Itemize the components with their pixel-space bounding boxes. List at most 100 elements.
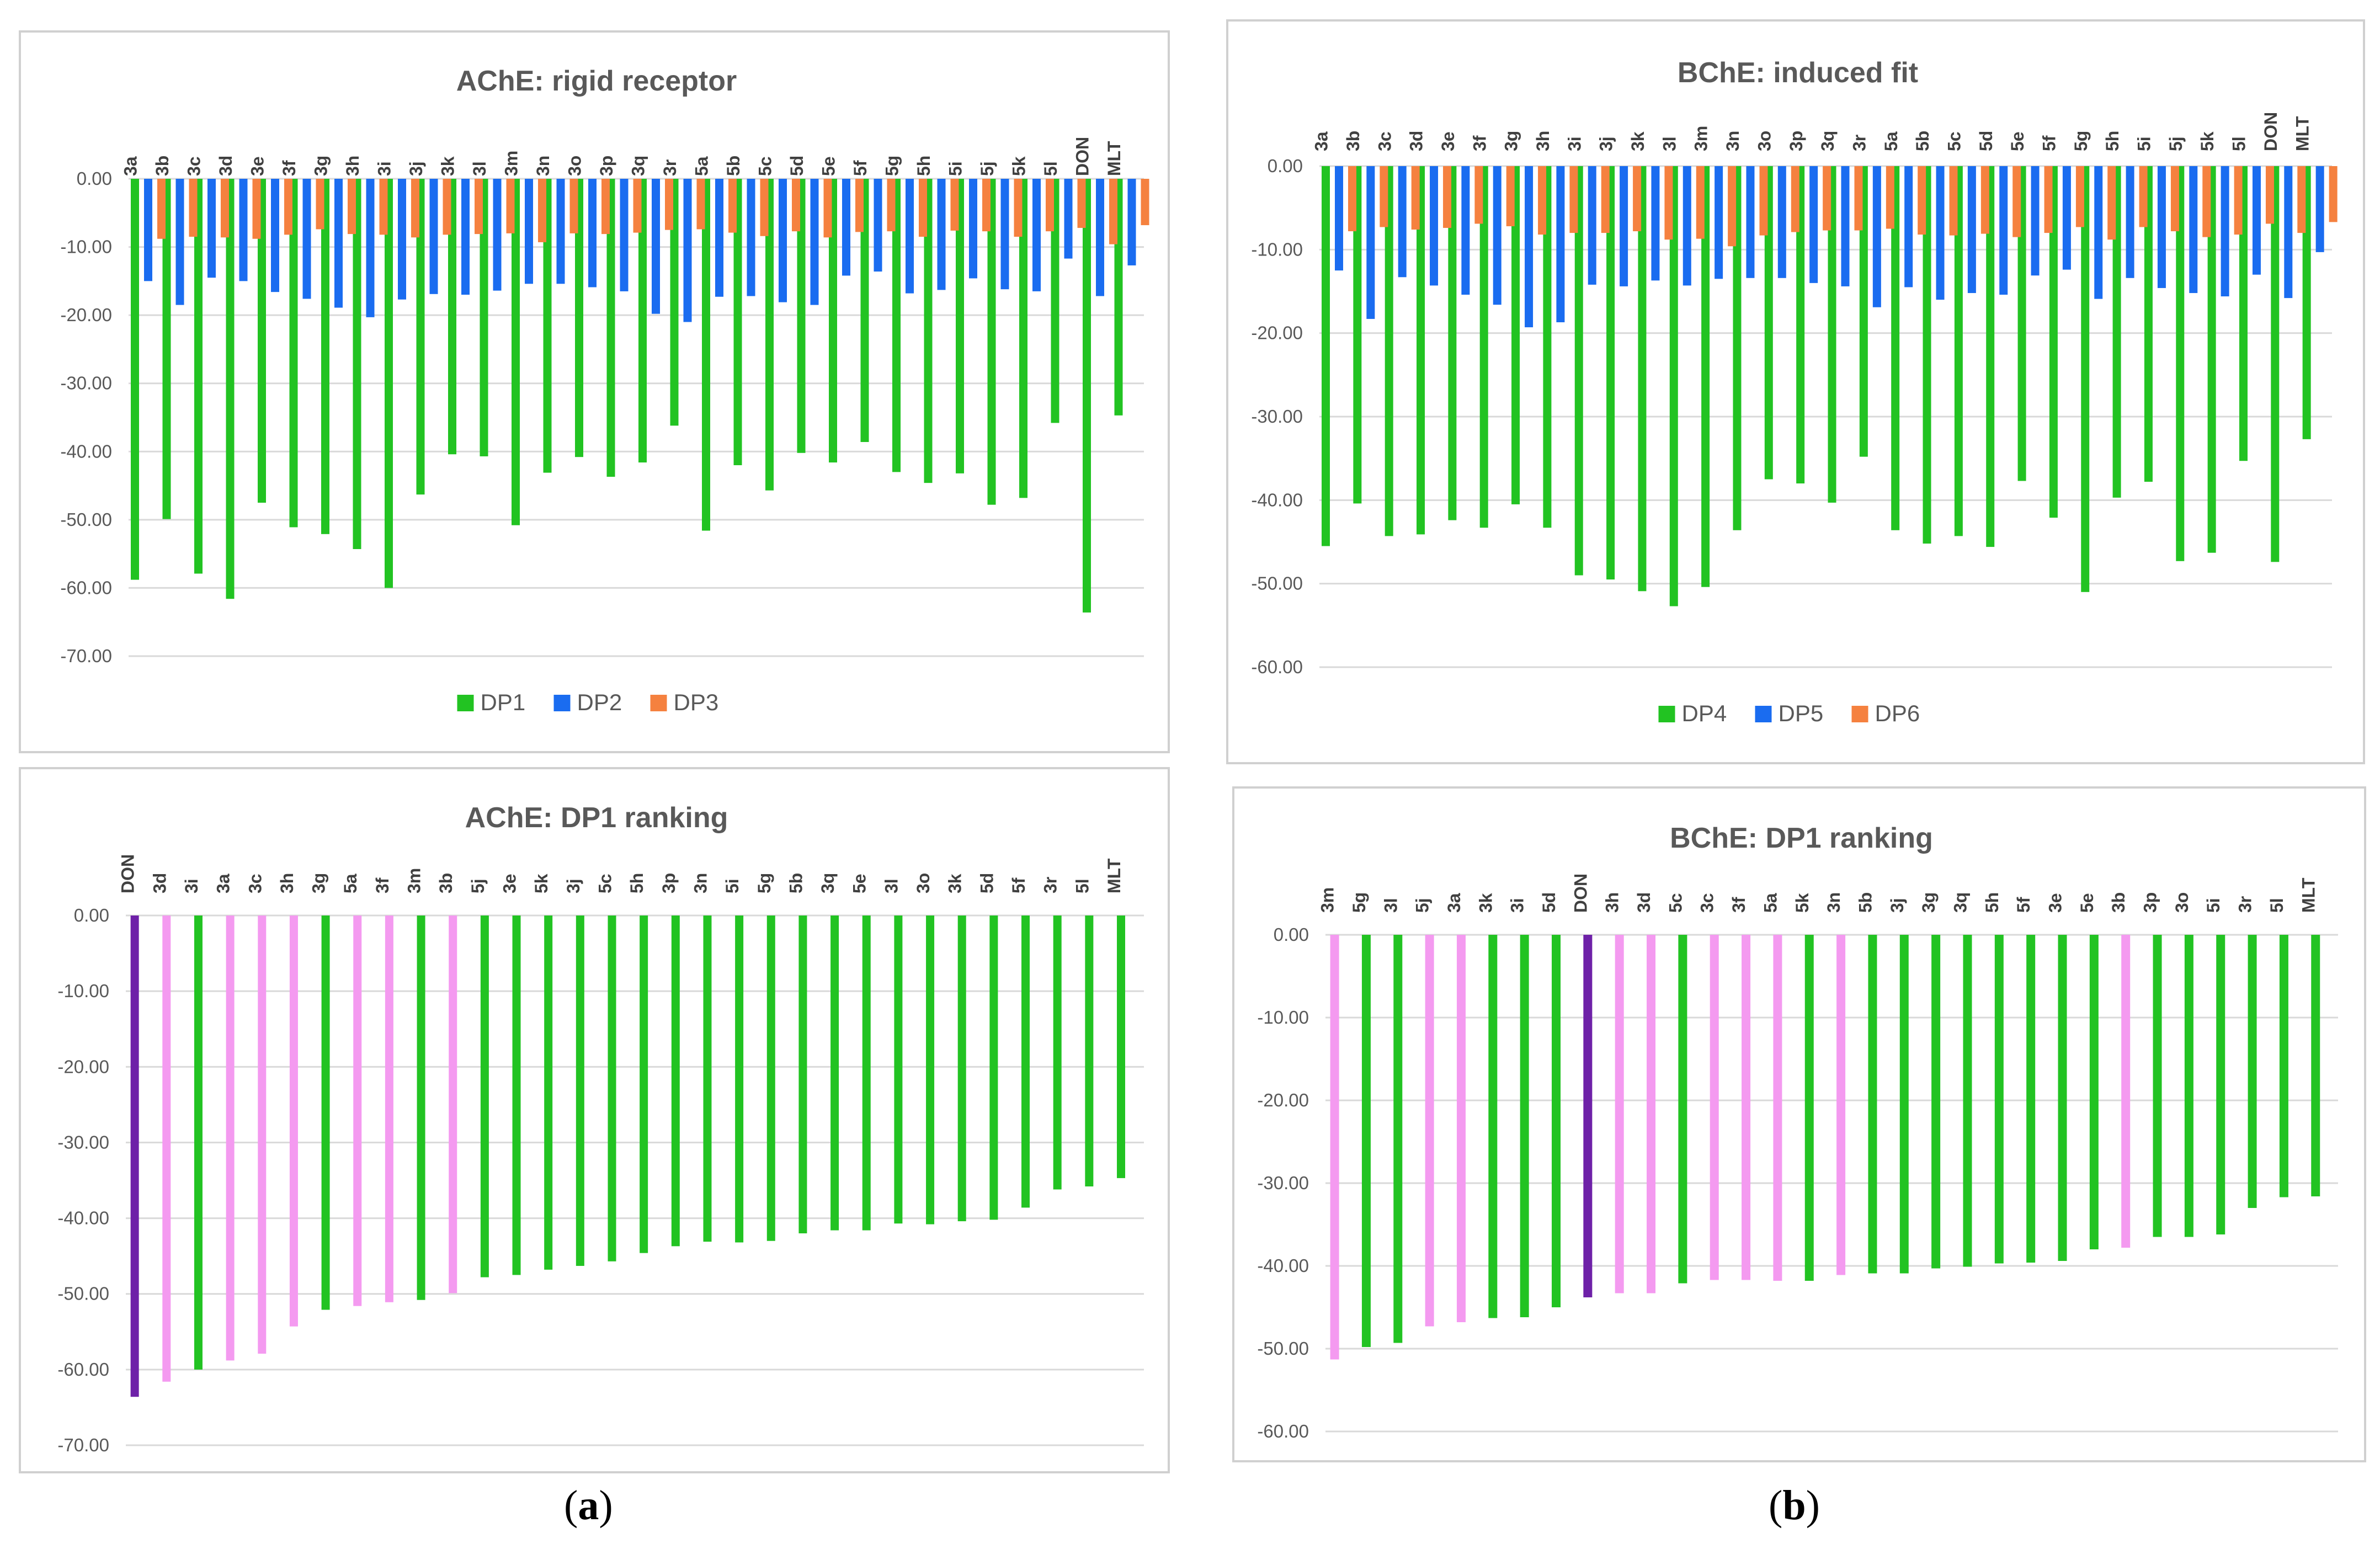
bar-dp4	[2144, 166, 2153, 482]
y-tick-label: -40.00	[57, 1208, 109, 1228]
category-label: 5c	[595, 874, 615, 893]
bar-dp4	[1733, 166, 1742, 530]
bar-dp3	[284, 179, 292, 235]
category-label: 3i	[1564, 136, 1584, 151]
bar-dp4	[2049, 166, 2058, 518]
bar-dp3	[1046, 179, 1054, 232]
category-label: 5k	[531, 874, 551, 893]
bar-dp5	[2221, 166, 2229, 297]
bar-bche-ranking	[2121, 935, 2131, 1248]
bar-dp3	[1077, 179, 1086, 228]
category-label: 3g	[311, 156, 331, 176]
category-label: 5g	[1349, 892, 1369, 913]
bar-bche-ranking	[1425, 935, 1434, 1327]
category-label: 5c	[1944, 131, 1964, 151]
bar-dp4	[1385, 166, 1393, 536]
category-label: 3r	[2235, 896, 2255, 913]
bar-bche-ranking	[1393, 935, 1403, 1343]
category-label: 3o	[913, 873, 933, 893]
category-label: 3r	[660, 159, 680, 176]
category-label: 3o	[1754, 131, 1774, 151]
category-label: 3p	[2141, 892, 2160, 913]
bar-dp4	[2239, 166, 2248, 461]
bar-bche-ranking	[2248, 935, 2257, 1208]
category-label: 5a	[1881, 131, 1901, 151]
bar-bche-ranking	[2311, 935, 2320, 1196]
y-tick-label: -50.00	[1251, 573, 1303, 594]
bar-bche-ranking	[1710, 935, 1719, 1280]
category-label: MLT	[1104, 141, 1124, 176]
bar-dp2	[493, 179, 502, 291]
bar-dp1	[448, 179, 456, 455]
bar-dp6	[2075, 166, 2084, 227]
panel-bche-ranking: BChE: DP1 ranking 0.00 -10.00 -20.00 -30.00 -…	[1232, 786, 2366, 1462]
bar-dp3	[443, 179, 451, 235]
category-label: 5l	[1072, 879, 1092, 893]
bar-ache-ranking	[926, 915, 935, 1225]
bar-ache-ranking	[608, 915, 616, 1261]
category-label: 3a	[121, 156, 141, 176]
bar-dp1	[1051, 179, 1059, 423]
bar-bche-ranking	[1963, 935, 1972, 1267]
bar-dp5	[1746, 166, 1755, 278]
category-label: 5l	[2229, 136, 2249, 151]
bar-dp1	[956, 179, 964, 473]
category-label: 3m	[1691, 126, 1711, 151]
bar-dp1	[670, 179, 679, 426]
category-label: 3b	[2109, 892, 2128, 913]
bar-dp1	[226, 179, 235, 599]
category-label: DON	[1570, 874, 1590, 913]
bar-dp2	[715, 179, 723, 297]
bar-dp4	[2081, 166, 2090, 592]
bar-bche-ranking	[1615, 935, 1624, 1294]
category-label: 5a	[1760, 893, 1780, 913]
bar-dp5	[1904, 166, 1913, 288]
category-label: 3b	[436, 873, 456, 893]
category-label: 3f	[372, 877, 392, 893]
category-label: 5f	[850, 160, 870, 176]
category-label: 3e	[2046, 893, 2065, 913]
category-label: 3g	[1502, 131, 1521, 151]
category-label: 3n	[1824, 892, 1844, 913]
bar-dp1	[987, 179, 996, 505]
y-tick-label: 0.00	[1268, 156, 1303, 176]
category-label: MLT	[2292, 116, 2312, 151]
bar-dp6	[2107, 166, 2116, 240]
bar-dp3	[792, 179, 800, 232]
bar-dp3	[411, 179, 419, 238]
bar-dp6	[2297, 166, 2306, 233]
bar-dp2	[874, 179, 882, 272]
panel-ache-rigid: AChE: rigid receptor 0.00 -10.00 -20.00 -30.…	[19, 30, 1170, 753]
bar-dp3	[982, 179, 991, 232]
bar-bche-ranking	[1804, 935, 1814, 1281]
bar-dp2	[810, 179, 819, 305]
category-label: 3c	[1375, 131, 1394, 151]
panel-ache-ranking: AChE: DP1 ranking 0.00 -10.00 -20.00 -30.00 -…	[19, 767, 1170, 1473]
bar-dp3	[1014, 179, 1023, 237]
y-tick-label: -50.00	[1257, 1338, 1309, 1359]
bar-bche-ranking	[1488, 935, 1498, 1318]
bar-dp1	[638, 179, 647, 463]
bar-dp6	[1918, 166, 1926, 235]
category-label: 3q	[1818, 131, 1838, 151]
category-label: 3e	[248, 156, 268, 176]
bar-dp4	[1638, 166, 1647, 592]
bar-dp3	[855, 179, 864, 232]
y-tick-label: -10.00	[60, 237, 112, 257]
y-tick-label: -60.00	[1251, 657, 1303, 677]
bar-dp3	[601, 179, 610, 235]
bar-dp2	[683, 179, 692, 322]
category-label: 3h	[277, 873, 297, 893]
bar-ache-ranking	[894, 915, 903, 1224]
bar-dp1	[258, 179, 266, 503]
category-label: 3q	[1950, 892, 1970, 913]
bar-ache-ranking	[703, 915, 712, 1242]
category-label: 3i	[182, 879, 201, 893]
bar-dp6	[1886, 166, 1894, 229]
bar-dp5	[1430, 166, 1439, 286]
category-label: 3h	[343, 156, 363, 176]
category-label: 5j	[1413, 898, 1433, 913]
category-label: DON	[118, 854, 138, 893]
bar-ache-ranking	[1021, 915, 1030, 1208]
bar-dp4	[1479, 166, 1488, 528]
